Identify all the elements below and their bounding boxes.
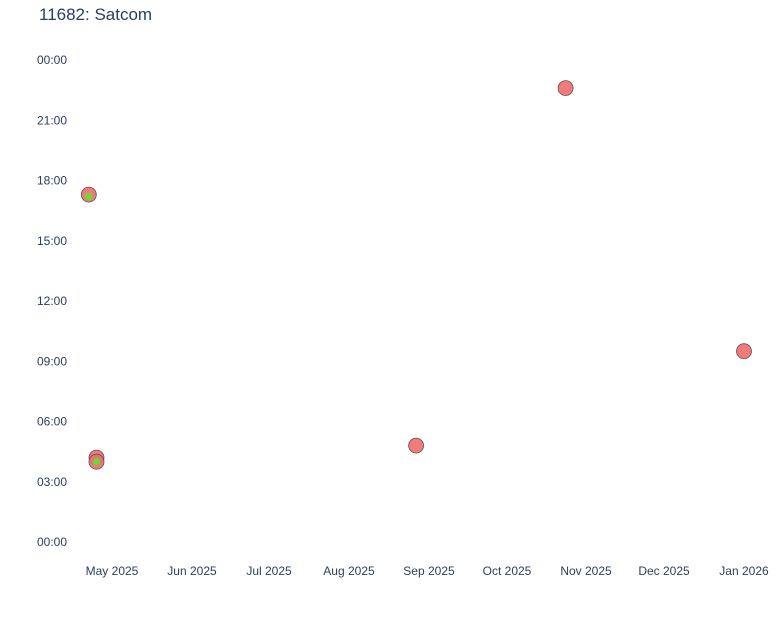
x-tick-label: Jul 2025 xyxy=(246,564,292,578)
chart-title: 11682: Satcom xyxy=(39,5,153,24)
y-tick-label: 21:00 xyxy=(37,113,67,127)
y-tick-label: 00:00 xyxy=(37,535,67,549)
x-tick-label: Jan 2026 xyxy=(719,564,769,578)
x-tick-label: Nov 2025 xyxy=(560,564,612,578)
data-point[interactable] xyxy=(557,80,574,96)
y-tick-label: 03:00 xyxy=(37,475,67,489)
y-tick-label: 06:00 xyxy=(37,415,67,429)
x-tick-label: Aug 2025 xyxy=(323,564,375,578)
y-tick-label: 12:00 xyxy=(37,294,67,308)
data-point-highlight[interactable] xyxy=(85,192,93,201)
x-tick-label: May 2025 xyxy=(86,564,139,578)
data-point-highlight[interactable] xyxy=(92,457,101,466)
y-tick-label: 09:00 xyxy=(37,354,67,368)
x-axis-ticks: May 2025 Jun 2025 Jul 2025 Aug 2025 Sep 2025… xyxy=(86,564,769,578)
x-tick-label: Dec 2025 xyxy=(638,564,690,578)
data-point[interactable] xyxy=(736,343,752,360)
y-tick-label: 15:00 xyxy=(37,234,67,248)
data-points xyxy=(80,80,752,470)
x-tick-label: Sep 2025 xyxy=(403,564,455,578)
data-point[interactable] xyxy=(408,437,425,454)
x-tick-label: Jun 2025 xyxy=(167,564,217,578)
y-tick-label: 18:00 xyxy=(37,174,67,188)
y-axis-ticks: 00:00 03:00 06:00 09:00 12:00 15:00 18:00 21:00… xyxy=(37,53,67,549)
y-tick-label: 00:00 xyxy=(37,53,67,67)
x-tick-label: Oct 2025 xyxy=(483,564,532,578)
